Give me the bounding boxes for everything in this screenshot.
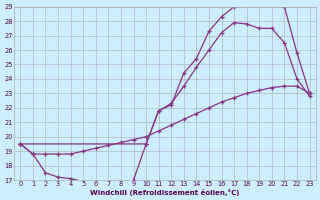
X-axis label: Windchill (Refroidissement éolien,°C): Windchill (Refroidissement éolien,°C) bbox=[90, 189, 240, 196]
